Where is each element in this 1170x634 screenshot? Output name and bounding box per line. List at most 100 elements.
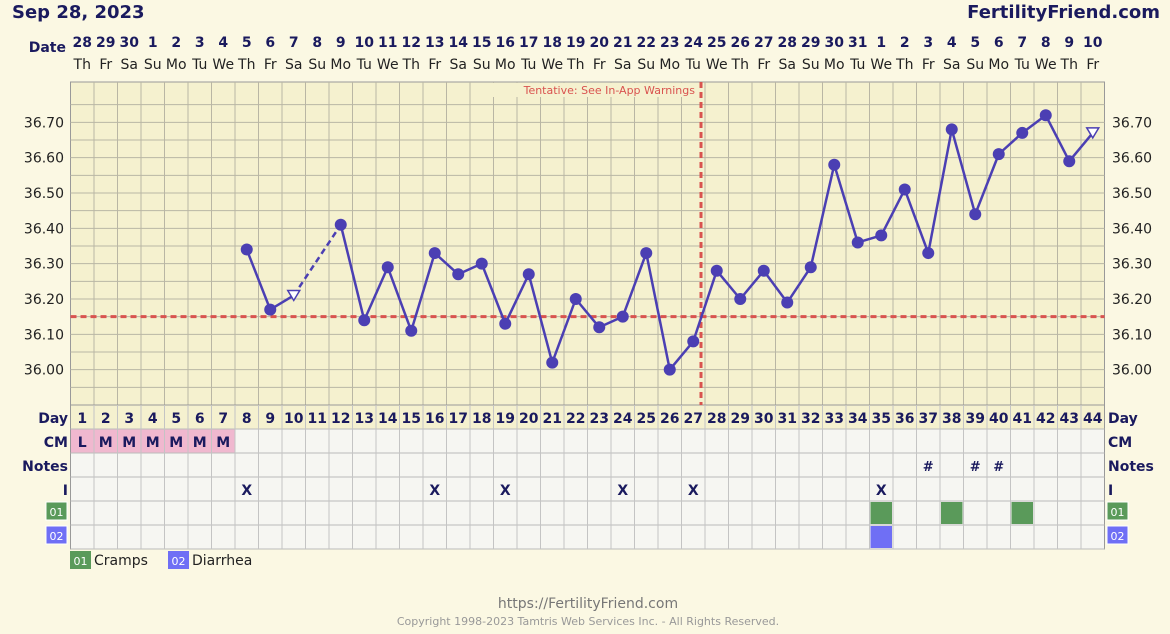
intercourse-mark: X — [876, 483, 887, 499]
y-tick-label-right: 36.70 — [1112, 115, 1152, 131]
cm-cell — [165, 429, 188, 453]
cycle-day-number: 32 — [801, 411, 820, 427]
cramps-cell — [870, 502, 892, 524]
weekday-label: Mo — [824, 57, 845, 73]
temperature-point — [992, 148, 1005, 161]
weekday-label: Th — [237, 57, 255, 73]
weekday-label: Mo — [659, 57, 680, 73]
legend-code: 01 — [74, 555, 88, 568]
weekday-label: Fr — [99, 57, 112, 73]
y-tick-label-right: 36.10 — [1112, 327, 1152, 343]
symptom-code-text: 01 — [1111, 506, 1125, 519]
weekday-label: Su — [308, 57, 326, 73]
symptom-code-badge — [1106, 525, 1129, 545]
cycle-day-number: 2 — [101, 411, 111, 427]
temperature-segment — [504, 273, 530, 325]
cycle-day-number: 9 — [265, 411, 275, 427]
date-label: 29 — [96, 35, 115, 51]
temperature-point — [616, 310, 629, 323]
temperature-segment — [739, 269, 765, 300]
temperature-point — [405, 324, 418, 337]
weekday-label: Mo — [988, 57, 1009, 73]
weekday-label: We — [541, 57, 563, 73]
cycle-day-number: 21 — [543, 411, 562, 427]
date-label: 15 — [472, 35, 491, 51]
y-tick-label-left: 36.20 — [24, 292, 64, 308]
cycle-day-number: 44 — [1083, 411, 1103, 427]
temperature-point — [898, 183, 911, 196]
weekday-label: Th — [895, 57, 913, 73]
weekday-label: We — [870, 57, 892, 73]
y-tick-label-left: 36.40 — [24, 221, 64, 237]
notes-mark: # — [970, 460, 981, 475]
temperature-point-open — [1085, 127, 1101, 140]
weekday-label: Su — [473, 57, 491, 73]
weekday-label: We — [706, 57, 728, 73]
date-row-label: Date — [29, 40, 66, 56]
cycle-day-number: 38 — [942, 411, 961, 427]
cycle-day-number: 35 — [872, 411, 891, 427]
weekday-label: Fr — [428, 57, 441, 73]
legend-label: Diarrhea — [192, 553, 252, 569]
temperature-point — [381, 261, 394, 274]
date-label: 5 — [242, 35, 252, 51]
weekday-label: Th — [402, 57, 420, 73]
intercourse-mark: X — [617, 483, 628, 499]
cycle-day-number: 37 — [919, 411, 938, 427]
temperature-point — [828, 158, 841, 171]
temperature-point — [804, 261, 817, 274]
weekday-label: Sa — [121, 57, 138, 73]
temperature-point — [475, 257, 488, 270]
cycle-day-number: 41 — [1013, 411, 1032, 427]
date-label: 2 — [900, 35, 910, 51]
temperature-segment — [527, 273, 554, 363]
row-label-day: Day — [1108, 411, 1138, 427]
date-label: 23 — [660, 35, 679, 51]
date-label: 6 — [265, 35, 275, 51]
date-label: 7 — [1017, 35, 1027, 51]
symptom-code-badge — [45, 501, 68, 521]
footer-url[interactable]: https://FertilityFriend.com — [498, 596, 678, 612]
weekday-label: Fr — [1086, 57, 1099, 73]
cycle-day-number: 8 — [242, 411, 252, 427]
cm-value: M — [193, 435, 207, 451]
temperature-point — [1063, 155, 1076, 168]
temperature-segment — [292, 224, 342, 297]
temperature-point — [428, 247, 441, 260]
temperature-segment — [786, 266, 812, 304]
symptom-code-badge — [45, 525, 68, 545]
cm-value: M — [146, 435, 160, 451]
date-label: 4 — [947, 35, 957, 51]
intercourse-mark: X — [688, 483, 699, 499]
temperature-point — [546, 356, 559, 369]
temperature-point — [358, 314, 371, 327]
weekday-label: Fr — [922, 57, 935, 73]
date-label: 8 — [312, 35, 322, 51]
temperature-segment — [903, 189, 930, 254]
y-tick-label-left: 36.60 — [24, 151, 64, 167]
date-label: 8 — [1041, 35, 1051, 51]
date-label: 3 — [195, 35, 205, 51]
date-label: 14 — [449, 35, 469, 51]
temperature-point — [945, 123, 958, 136]
date-label: 10 — [1083, 35, 1103, 51]
row-label-intercourse: I — [63, 483, 68, 499]
temperature-segment — [833, 164, 859, 243]
date-label: 18 — [543, 35, 562, 51]
footer-copyright: Copyright 1998-2023 Tamtris Web Services… — [397, 615, 779, 628]
weekday-label: Tu — [849, 57, 865, 73]
cycle-day-number: 12 — [331, 411, 350, 427]
cycle-day-number: 43 — [1060, 411, 1079, 427]
cm-cell — [212, 429, 235, 453]
cycle-day-number: 36 — [895, 411, 914, 427]
cycle-day-number: 7 — [218, 411, 228, 427]
temperature-segment — [762, 269, 789, 304]
weekday-label: Tu — [685, 57, 701, 73]
date-label: 5 — [970, 35, 980, 51]
weekday-label: Su — [637, 57, 655, 73]
y-tick-label-left: 36.50 — [24, 186, 64, 202]
temperature-point — [851, 236, 864, 249]
y-tick-label-right: 36.00 — [1112, 363, 1152, 379]
site-name: FertilityFriend.com — [967, 2, 1160, 23]
